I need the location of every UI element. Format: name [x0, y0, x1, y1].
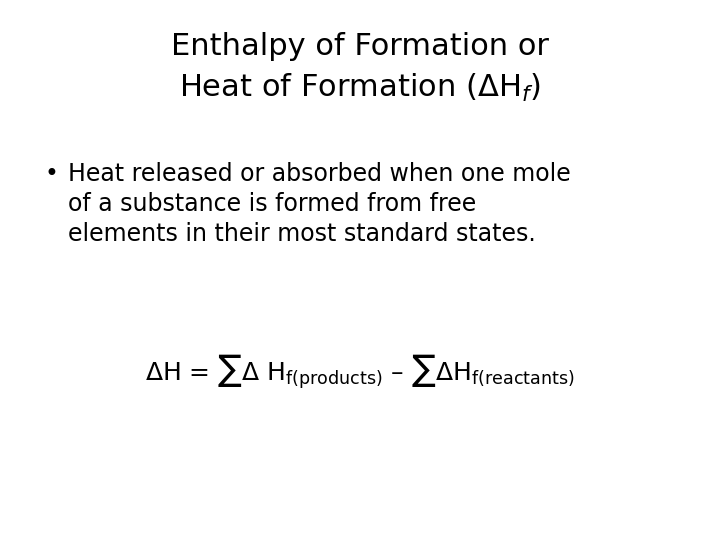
Text: elements in their most standard states.: elements in their most standard states. — [68, 222, 536, 246]
Text: •: • — [45, 162, 59, 186]
Text: ΔH = ∑Δ H$_{\mathsf{f(products)}}$ – ∑ΔH$_{\mathsf{f(reactants)}}$: ΔH = ∑Δ H$_{\mathsf{f(products)}}$ – ∑ΔH… — [145, 352, 575, 391]
Text: Heat of Formation (ΔH$_f$): Heat of Formation (ΔH$_f$) — [179, 72, 541, 104]
Text: Heat released or absorbed when one mole: Heat released or absorbed when one mole — [68, 162, 571, 186]
Text: Enthalpy of Formation or: Enthalpy of Formation or — [171, 32, 549, 61]
Text: of a substance is formed from free: of a substance is formed from free — [68, 192, 476, 216]
